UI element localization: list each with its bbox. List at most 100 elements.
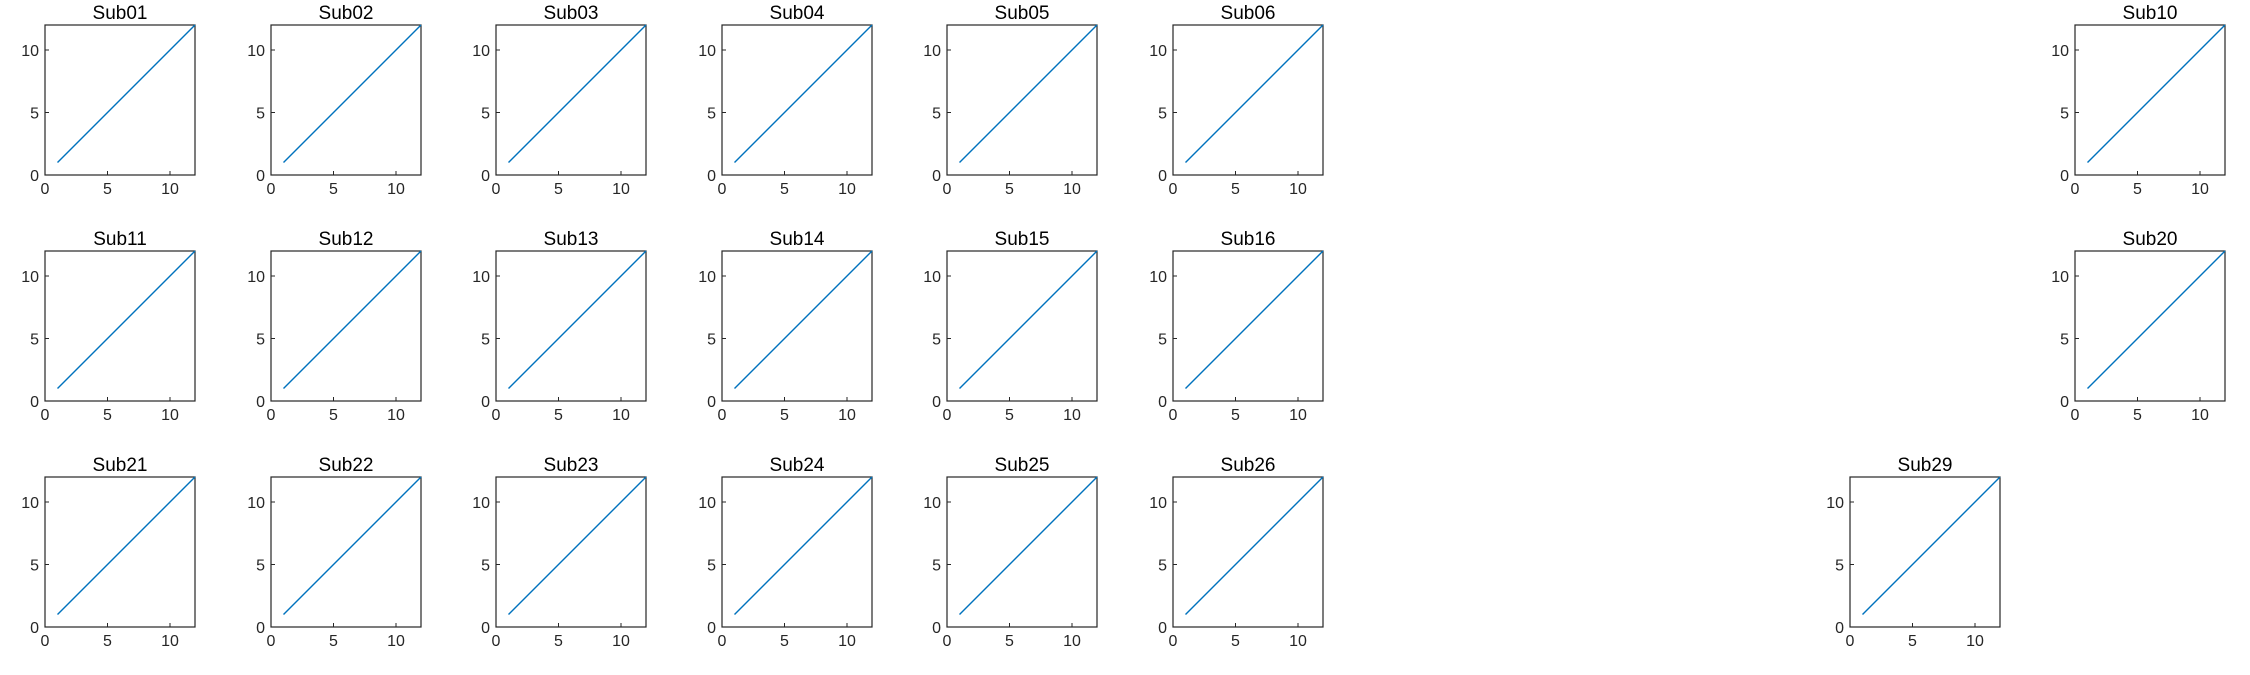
y-tick-label: 10 (21, 269, 39, 286)
x-tick-label: 10 (1063, 181, 1081, 198)
y-tick-label: 10 (247, 43, 265, 60)
y-tick-label: 0 (30, 394, 39, 411)
subplot-sub12: Sub12 0 5 10 0 5 10 (247, 229, 422, 424)
series-line (283, 24, 422, 163)
x-tick-label: 0 (267, 181, 276, 198)
subplot-sub26: Sub26 0 5 10 0 5 10 (1149, 455, 1324, 650)
y-tick-label: 10 (923, 495, 941, 512)
subplot-sub21: Sub21 0 5 10 0 5 10 (21, 455, 196, 650)
subplot-title: Sub10 (2123, 3, 2178, 24)
x-tick-label: 5 (2133, 407, 2142, 424)
x-tick-label: 10 (838, 407, 856, 424)
y-tick-label: 5 (707, 106, 716, 123)
x-tick-label: 5 (329, 181, 338, 198)
x-tick-label: 0 (718, 407, 727, 424)
subplot-title: Sub14 (770, 229, 825, 250)
y-tick-label: 10 (1149, 495, 1167, 512)
y-tick-label: 0 (481, 394, 490, 411)
series-line (959, 24, 1098, 163)
x-tick-label: 5 (780, 633, 789, 650)
subplot-title: Sub04 (770, 3, 825, 24)
x-tick-label: 0 (492, 633, 501, 650)
subplot-title: Sub26 (1221, 455, 1276, 476)
x-tick-label: 0 (492, 407, 501, 424)
y-tick-label: 5 (707, 558, 716, 575)
subplot-title: Sub25 (995, 455, 1050, 476)
y-tick-label: 10 (698, 269, 716, 286)
y-tick-label: 0 (932, 394, 941, 411)
y-tick-label: 10 (247, 495, 265, 512)
y-tick-label: 5 (707, 332, 716, 349)
y-tick-label: 5 (256, 332, 265, 349)
y-tick-label: 0 (1158, 168, 1167, 185)
x-tick-label: 5 (554, 633, 563, 650)
subplot-sub03: Sub03 0 5 10 0 5 10 (472, 3, 647, 198)
x-tick-label: 5 (1231, 407, 1240, 424)
x-tick-label: 5 (329, 407, 338, 424)
y-tick-label: 10 (247, 269, 265, 286)
x-tick-label: 10 (1966, 633, 1984, 650)
subplot-sub11: Sub11 0 5 10 0 5 10 (21, 229, 196, 424)
subplot-title: Sub29 (1898, 455, 1953, 476)
y-tick-label: 5 (2060, 332, 2069, 349)
x-tick-label: 0 (943, 407, 952, 424)
y-tick-label: 5 (1835, 558, 1844, 575)
x-tick-label: 5 (1005, 181, 1014, 198)
subplot-title: Sub16 (1221, 229, 1276, 250)
x-tick-label: 10 (1289, 407, 1307, 424)
x-tick-label: 10 (2191, 407, 2209, 424)
y-tick-label: 10 (1826, 495, 1844, 512)
x-tick-label: 10 (387, 181, 405, 198)
x-tick-label: 10 (1289, 633, 1307, 650)
y-tick-label: 0 (2060, 168, 2069, 185)
y-tick-label: 0 (256, 394, 265, 411)
series-line (508, 476, 647, 615)
y-tick-label: 0 (707, 168, 716, 185)
y-tick-label: 5 (2060, 106, 2069, 123)
x-tick-label: 10 (161, 633, 179, 650)
series-line (959, 250, 1098, 389)
x-tick-label: 10 (838, 633, 856, 650)
series-line (1185, 24, 1324, 163)
subplot-title: Sub03 (544, 3, 599, 24)
y-tick-label: 5 (30, 106, 39, 123)
y-tick-label: 5 (1158, 558, 1167, 575)
y-tick-label: 10 (21, 43, 39, 60)
x-tick-label: 0 (492, 181, 501, 198)
x-tick-label: 5 (1231, 181, 1240, 198)
y-tick-label: 5 (481, 332, 490, 349)
y-tick-label: 5 (256, 106, 265, 123)
subplot-sub02: Sub02 0 5 10 0 5 10 (247, 3, 422, 198)
subplot-sub22: Sub22 0 5 10 0 5 10 (247, 455, 422, 650)
subplot-title: Sub15 (995, 229, 1050, 250)
x-tick-label: 0 (1169, 181, 1178, 198)
y-tick-label: 10 (2051, 43, 2069, 60)
subplot-title: Sub24 (770, 455, 825, 476)
x-tick-label: 0 (41, 633, 50, 650)
y-tick-label: 5 (30, 558, 39, 575)
subplot-sub14: Sub14 0 5 10 0 5 10 (698, 229, 873, 424)
subplot-title: Sub11 (93, 229, 147, 250)
x-tick-label: 10 (612, 181, 630, 198)
x-tick-label: 5 (103, 181, 112, 198)
subplot-title: Sub06 (1221, 3, 1276, 24)
y-tick-label: 10 (698, 43, 716, 60)
subplot-sub24: Sub24 0 5 10 0 5 10 (698, 455, 873, 650)
x-tick-label: 0 (267, 407, 276, 424)
y-tick-label: 5 (1158, 106, 1167, 123)
x-tick-label: 10 (612, 633, 630, 650)
x-tick-label: 10 (838, 181, 856, 198)
x-tick-label: 0 (943, 181, 952, 198)
y-tick-label: 0 (30, 168, 39, 185)
subplot-sub04: Sub04 0 5 10 0 5 10 (698, 3, 873, 198)
series-line (508, 250, 647, 389)
x-tick-label: 0 (1846, 633, 1855, 650)
y-tick-label: 0 (1835, 620, 1844, 637)
x-tick-label: 5 (780, 181, 789, 198)
series-line (57, 24, 196, 163)
series-line (2087, 24, 2226, 163)
subplot-title: Sub02 (319, 3, 374, 24)
y-tick-label: 5 (481, 558, 490, 575)
series-line (2087, 250, 2226, 389)
